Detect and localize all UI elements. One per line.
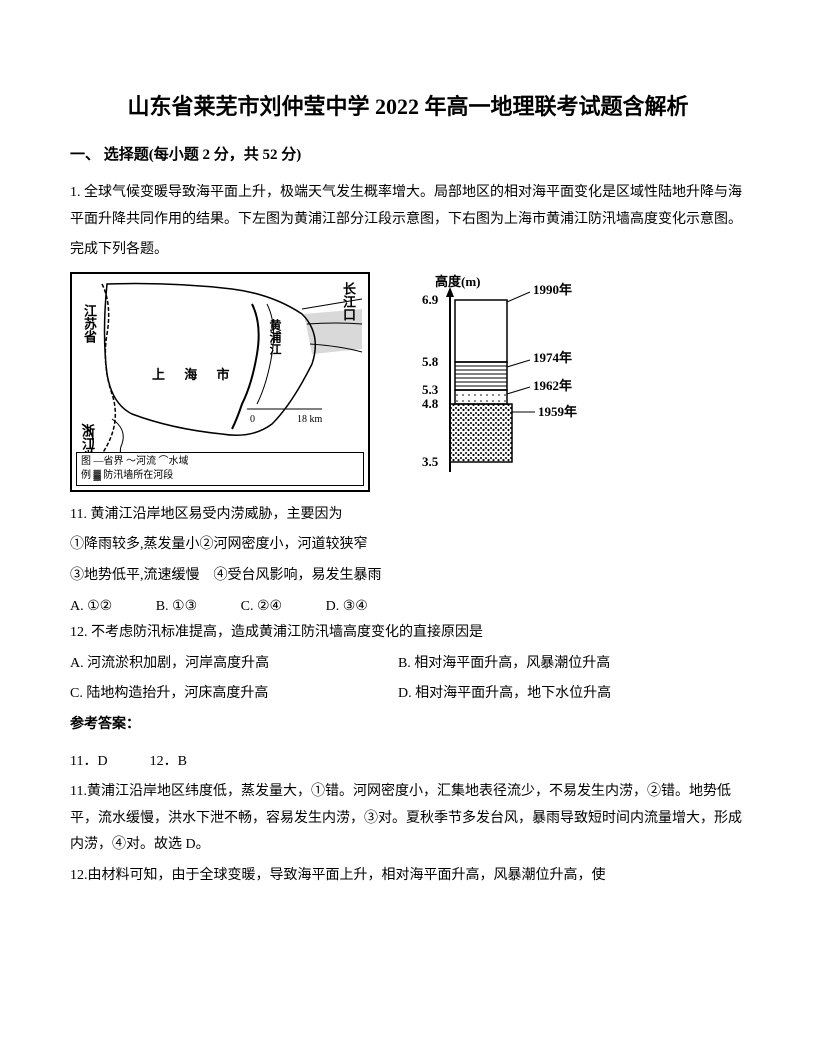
q11-choice-d: D. ③④ [326,594,368,621]
q11-opt-line2: ③地势低平,流速缓慢 ④受台风影响，易发生暴雨 [70,563,746,590]
explanation-12: 12.由材料可知，由于全球变暖，导致海平面上升，相对海平面升高，风暴潮位升高，使 [70,863,746,890]
q11-choice-c: C. ②④ [241,594,282,621]
svg-text:4.8: 4.8 [422,396,439,411]
q11-choice-a: A. ①② [70,594,112,621]
answer-label: 参考答案： [70,712,746,739]
svg-text:0: 0 [250,414,255,425]
svg-text:6.9: 6.9 [422,292,439,307]
map-label-huangpu: 黄浦江 [267,319,284,355]
q12-choice-a: A. 河流淤积加剧，河岸高度升高 [70,651,394,678]
explanation-11: 11.黄浦江沿岸地区纬度低，蒸发量大，①错。河网密度小，汇集地表径流少，不易发生… [70,779,746,859]
svg-text:1962年: 1962年 [533,378,572,393]
question-intro: 1. 全球气候变暖导致海平面上升，极端天气发生概率增大。局部地区的相对海平面变化… [70,180,746,233]
q11-opt-line1: ①降雨较多,蒸发量小②河网密度小，河道较狭窄 [70,532,746,559]
answers: 11．D 12．B [70,749,746,776]
q11-choice-b: B. ①③ [156,594,197,621]
chart-svg: 高度(m) 6.9 5.8 5.3 4.8 3.5 1990年 1974年 19… [400,272,620,492]
map-label-shanghai: 上 海 市 [152,364,238,383]
map-label-jiangsu: 江苏省 [80,304,99,343]
q12-choice-c: C. 陆地构造抬升，河床高度升高 [70,681,394,708]
svg-text:18 km: 18 km [297,414,323,425]
section-header: 一、 选择题(每小题 2 分，共 52 分) [70,143,746,164]
q12-choices-row1: A. 河流淤积加剧，河岸高度升高 B. 相对海平面升高，风暴潮位升高 [70,651,746,678]
bar-chart: 高度(m) 6.9 5.8 5.3 4.8 3.5 1990年 1974年 19… [400,272,620,492]
svg-text:1959年: 1959年 [538,404,577,419]
svg-text:5.8: 5.8 [422,354,439,369]
q12-choice-d: D. 相对海平面升高，地下水位升高 [398,681,611,708]
svg-text:3.5: 3.5 [422,454,439,469]
map-label-changjiang: 长江口 [339,282,358,321]
legend-line-1: 图 —省界 ～河流 ⌒水域 [81,455,359,469]
chart-ylabel: 高度(m) [435,274,481,289]
legend-line-2: 例 ▓ 防汛墙所在河段 [81,469,359,483]
svg-text:5.3: 5.3 [422,382,439,397]
q12-choice-b: B. 相对海平面升高，风暴潮位升高 [398,651,610,678]
q11-choices: A. ①② B. ①③ C. ②④ D. ③④ [70,594,746,621]
map-legend: 图 —省界 ～河流 ⌒水域 例 ▓ 防汛墙所在河段 [76,452,364,486]
svg-text:1974年: 1974年 [533,350,572,365]
q12-choices-row2: C. 陆地构造抬升，河床高度升高 D. 相对海平面升高，地下水位升高 [70,681,746,708]
figures-row: 0 18 km 江苏省 上 海 市 浙江省 长江口 黄浦江 图 —省界 ～河流 … [70,272,746,492]
q11-text: 11. 黄浦江沿岸地区易受内涝威胁，主要因为 [70,502,746,529]
q12-text: 12. 不考虑防汛标准提高，造成黄浦江防汛墙高度变化的直接原因是 [70,620,746,647]
question-intro-2: 完成下列各题。 [70,237,746,264]
page-title: 山东省莱芜市刘仲莹中学 2022 年高一地理联考试题含解析 [70,90,746,123]
map-figure: 0 18 km 江苏省 上 海 市 浙江省 长江口 黄浦江 图 —省界 ～河流 … [70,272,370,492]
svg-text:1990年: 1990年 [533,282,572,297]
